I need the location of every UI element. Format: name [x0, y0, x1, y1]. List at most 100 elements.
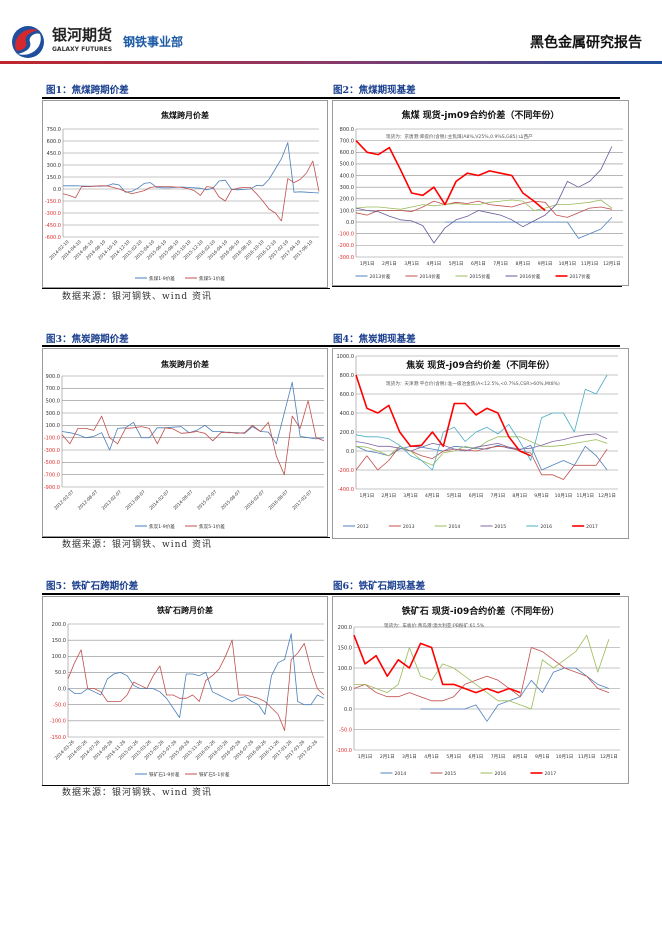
brand-name: 银河期货 — [52, 26, 113, 44]
y-tick-label: 300.0 — [47, 163, 61, 169]
series-line-2013 — [355, 445, 608, 480]
legend-label: 2014 — [449, 524, 461, 530]
x-tick-label: 8月1日 — [512, 493, 527, 499]
x-tick-label: 2014-08-07 — [172, 489, 194, 511]
figure-6-label: 图6：铁矿石期现基差 — [333, 581, 426, 592]
chart-title: 铁矿石 现货-i09合约价差（不同年份） — [402, 605, 559, 617]
x-tick-label: 6月1日 — [469, 754, 484, 760]
series-line-2014价差 — [355, 200, 612, 218]
report-type: 黑色金属研究报告 — [530, 35, 642, 51]
y-tick-label: -300.0 — [44, 448, 60, 454]
y-tick-label: -900.0 — [44, 485, 60, 491]
legend-label: 2012 — [357, 524, 369, 530]
x-tick-label: 2014-02-07 — [148, 489, 170, 511]
y-tick-label: -300.0 — [45, 211, 61, 217]
y-tick-label: -50.0 — [53, 703, 66, 709]
legend-label: 焦炭1-9价差 — [149, 523, 175, 530]
y-tick-label: 400.0 — [340, 411, 354, 417]
chart-iron-ore-basis: -100.0 -50.0 0.0 50.0 100.0 150.0 200.0 1月1日 2月1… — [332, 596, 629, 784]
x-tick-label: 11月1日 — [578, 754, 596, 760]
x-tick-label: 2013-08-07 — [124, 489, 146, 511]
legend-label: 2017 — [586, 524, 598, 530]
series-line-焦炭1-9价差 — [61, 381, 325, 451]
x-tick-label: 2017-02-07 — [291, 489, 313, 511]
chart-coking-coal-basis: -300.0 -200.0 -100.0 0.0 100.0 200.0 300.0 400.… — [332, 100, 629, 286]
x-tick-label: 2012-08-07 — [77, 489, 99, 511]
y-tick-label: 600.0 — [47, 139, 61, 145]
chart-title: 焦炭 现货-j09合约价差（不同年份） — [405, 359, 554, 371]
legend-label: 2015 — [445, 771, 457, 777]
y-tick-label: 750.0 — [47, 127, 61, 133]
figure-rule — [42, 345, 620, 347]
legend-label: 2017 — [545, 771, 557, 777]
y-tick-label: 150.0 — [47, 175, 61, 181]
y-tick-label: 1000.0 — [337, 354, 355, 360]
x-tick-label: 2016-08-07 — [267, 489, 289, 511]
figure-rule — [42, 785, 330, 786]
series-line-铁矿石5-1价差 — [67, 639, 325, 731]
legend-label: 2016 — [540, 524, 552, 530]
chart-svg: -100.0 -50.0 0.0 50.0 100.0 150.0 200.0 1月1日 2月1… — [336, 605, 620, 777]
y-tick-label: -450.0 — [45, 223, 61, 229]
y-tick-label: 200.0 — [338, 625, 352, 631]
y-tick-label: 100.0 — [340, 208, 354, 214]
chart-svg: -400.0 -200.0 0.0 200.0 400.0 600.0 800.0 1000.… — [337, 354, 618, 530]
series-line-2012 — [355, 444, 608, 471]
y-tick-label: -150.0 — [45, 199, 61, 205]
y-tick-label: 200.0 — [340, 197, 354, 203]
y-tick-label: -150.0 — [50, 735, 66, 741]
department-name: 钢铁事业部 — [123, 35, 184, 49]
y-tick-label: 150.0 — [338, 645, 352, 651]
legend-label: 2013价差 — [370, 273, 391, 280]
figure-rule — [42, 593, 620, 595]
series-line-焦煤5-1价差 — [62, 160, 320, 222]
x-tick-label: 6月1日 — [471, 261, 486, 267]
x-tick-label: 1月1日 — [360, 493, 375, 499]
chart-svg: -900.0 -700.0 -500.0 -300.0 -100.0 100.0 300.0… — [44, 359, 325, 530]
chart-title: 焦煤跨月价差 — [160, 110, 209, 120]
chart-title: 铁矿石跨月价差 — [157, 605, 213, 615]
series-line-2016 — [355, 374, 608, 471]
legend-label: 2013 — [403, 524, 415, 530]
x-tick-label: 2月1日 — [381, 493, 396, 499]
y-tick-label: 300.0 — [46, 411, 60, 417]
y-tick-label: 150.0 — [52, 638, 66, 644]
y-tick-label: -200.0 — [338, 243, 354, 249]
figure-rule — [42, 537, 330, 538]
figure-3-label: 图3：焦炭跨期价差 — [46, 334, 129, 345]
legend-label: 2014价差 — [420, 273, 441, 280]
y-tick-label: -200.0 — [338, 468, 354, 474]
chart-coke-spread: -900.0 -700.0 -500.0 -300.0 -100.0 100.0 300.0… — [42, 348, 328, 537]
data-source: 数据来源：银河钢铁、wind 资讯 — [62, 788, 213, 798]
x-tick-label: 4月1日 — [424, 754, 439, 760]
x-tick-label: 3月1日 — [402, 754, 417, 760]
figure-2-label: 图2：焦煤期现基差 — [333, 85, 416, 96]
y-tick-label: 700.0 — [46, 386, 60, 392]
figure-5-label: 图5：铁矿石跨期价差 — [46, 581, 139, 592]
x-tick-label: 3月1日 — [403, 493, 418, 499]
y-tick-label: 400.0 — [340, 173, 354, 179]
legend-label: 2015 — [495, 524, 507, 530]
y-tick-label: -50.0 — [339, 727, 352, 733]
x-tick-label: 9月1日 — [534, 493, 549, 499]
legend-label: 焦煤1-9价差 — [149, 275, 175, 282]
chart-iron-ore-spread: -150.0 -100.0 -50.0 0.0 50.0 100.0 150.0 200.0 2… — [42, 596, 328, 786]
legend-label: 焦炭5-1价差 — [199, 523, 225, 530]
data-source: 数据来源：银河钢铁、wind 资讯 — [62, 292, 213, 302]
x-tick-label: 10月1日 — [556, 754, 574, 760]
series-line-2014 — [420, 667, 610, 722]
y-tick-label: 0.0 — [58, 686, 66, 692]
galaxy-futures-logo — [12, 26, 44, 58]
y-tick-label: 0.0 — [346, 449, 354, 455]
legend-label: 2015价差 — [470, 273, 491, 280]
y-tick-label: 600.0 — [340, 150, 354, 156]
y-tick-label: 100.0 — [46, 423, 60, 429]
x-tick-label: 7月1日 — [491, 754, 506, 760]
x-tick-label: 1月1日 — [358, 754, 373, 760]
legend-label: 铁矿石1-9价差 — [149, 771, 180, 778]
chart-subtitle: 现货为：京唐港:库提价(含税):主焦煤(A8%,V25%,0.9%S,G85):… — [386, 133, 533, 140]
x-tick-label: 12月1日 — [603, 261, 621, 267]
y-tick-label: 0.0 — [344, 707, 352, 713]
y-tick-label: 200.0 — [52, 622, 66, 628]
